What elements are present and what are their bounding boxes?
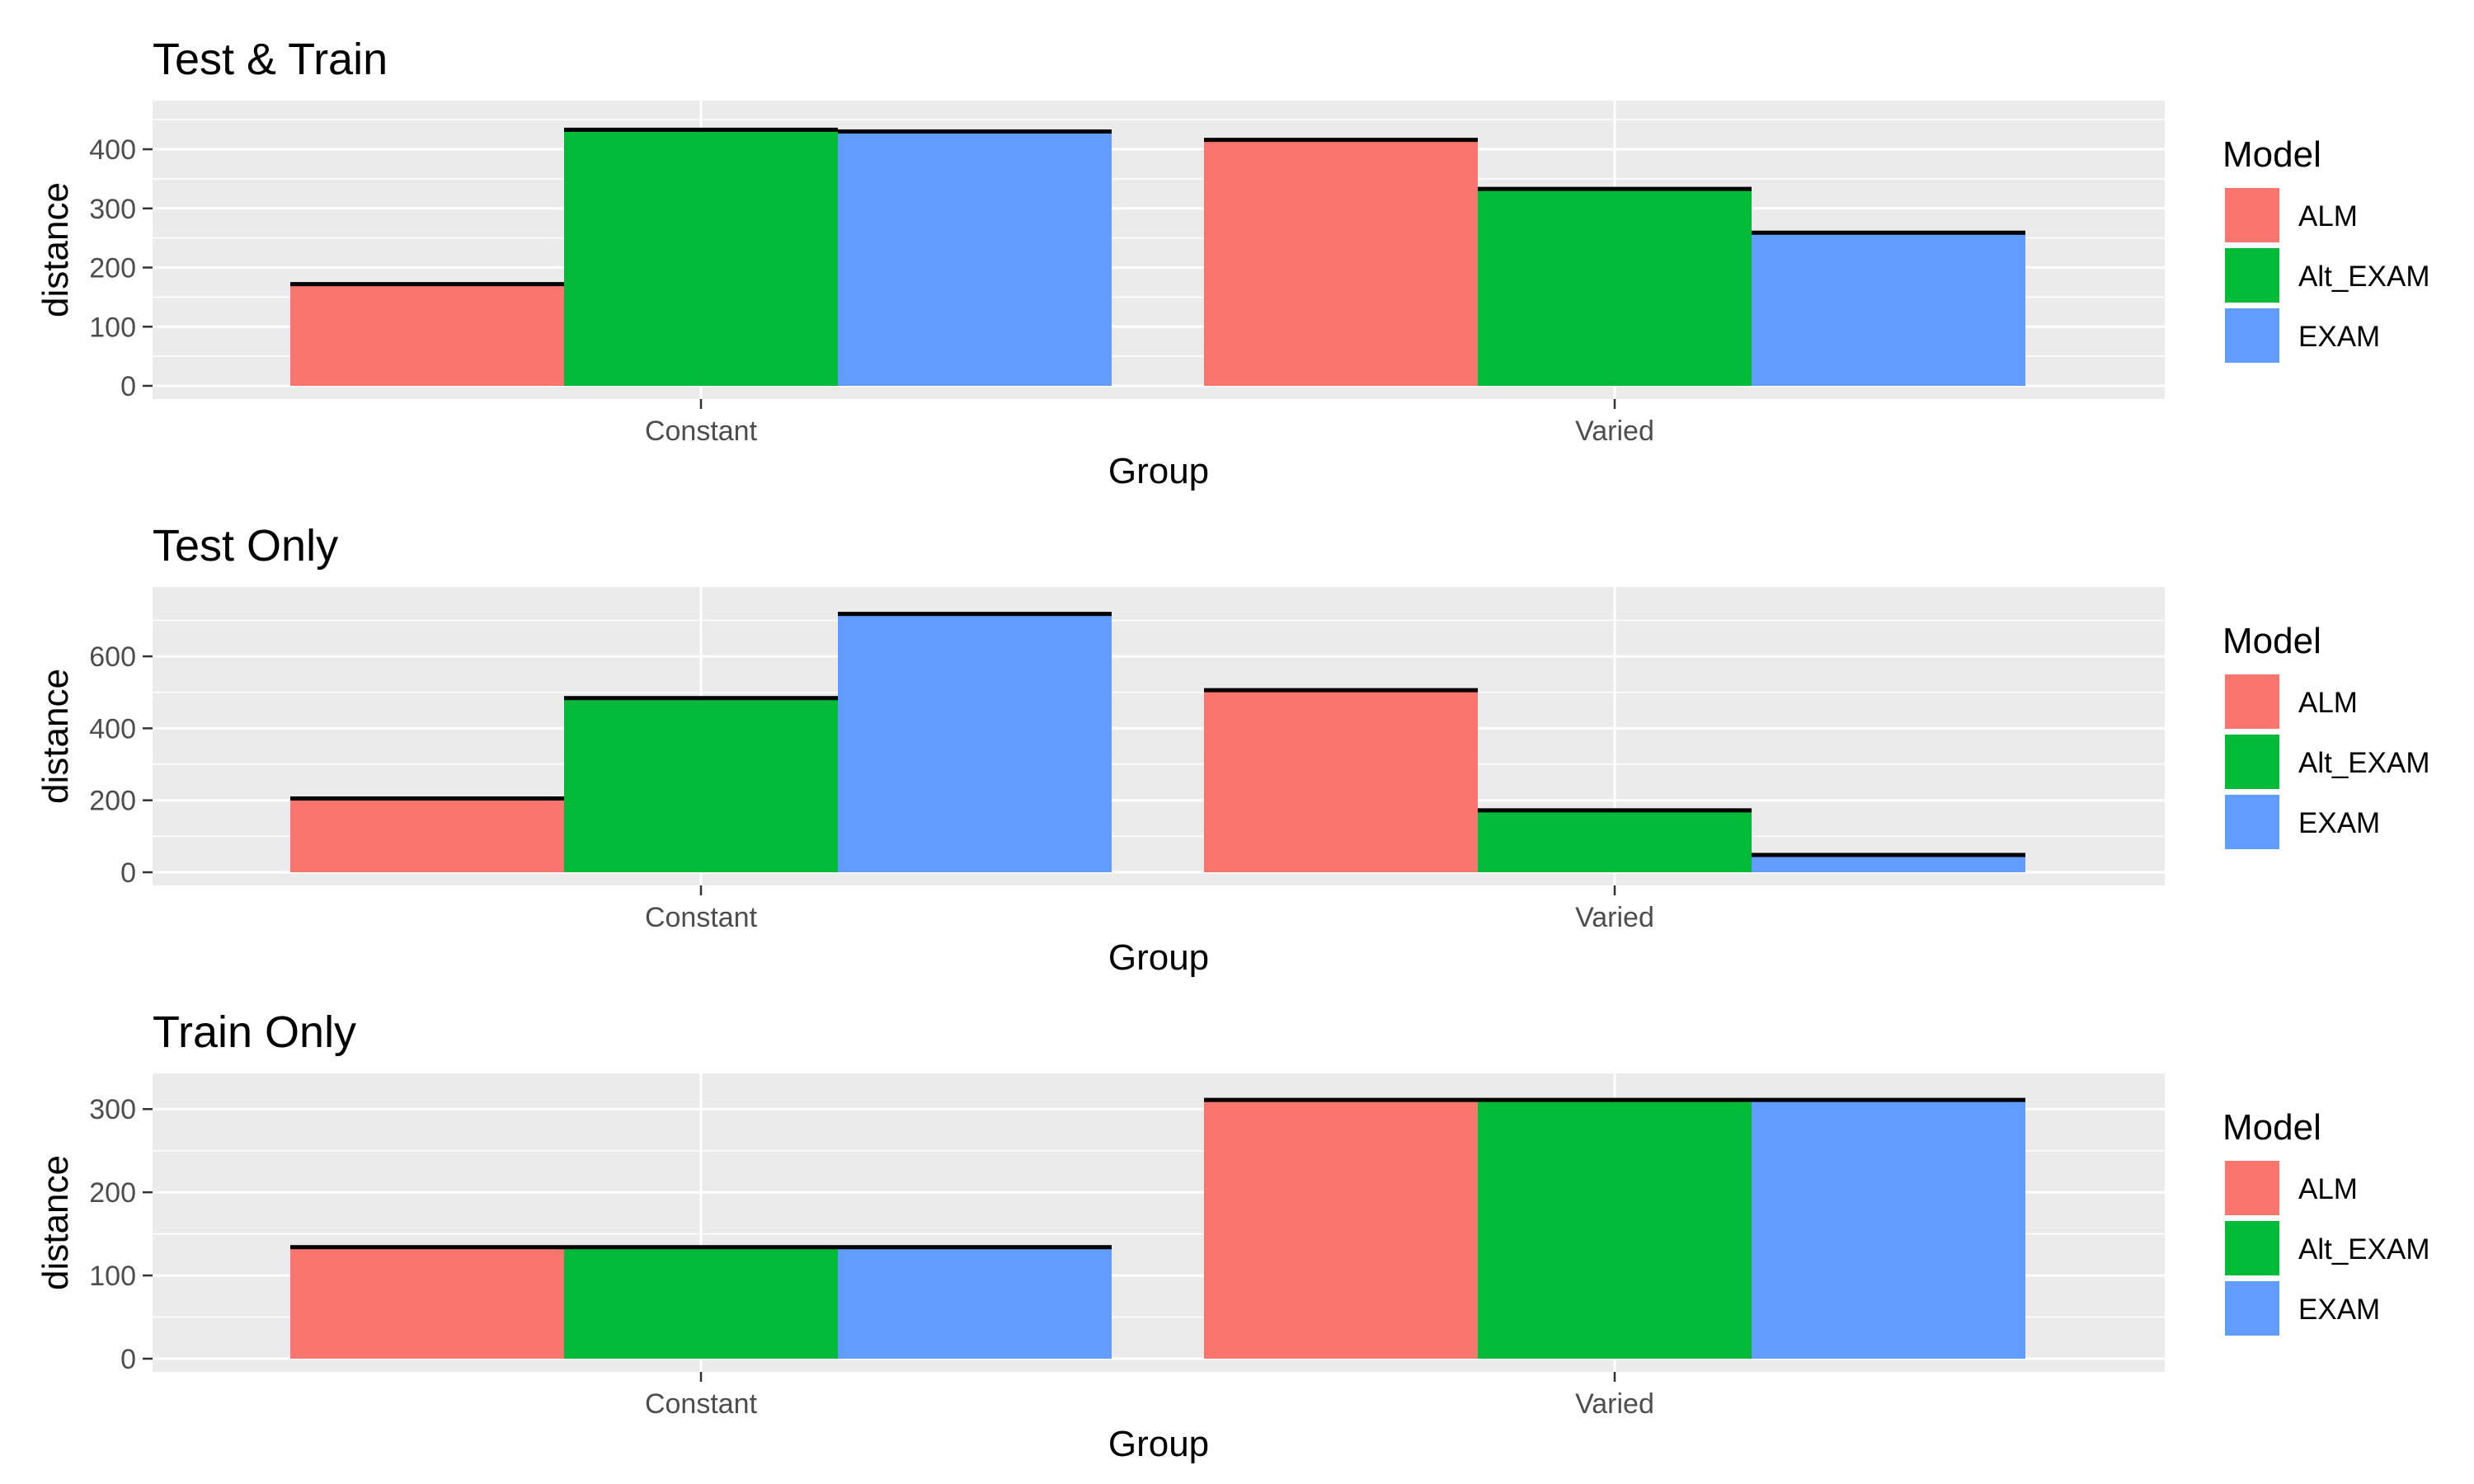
legend-key-exam — [2225, 795, 2279, 849]
y-tick-label: 100 — [89, 1261, 136, 1292]
x-tick-label: Varied — [1575, 902, 1654, 933]
y-tick-label: 400 — [89, 134, 136, 166]
legend-key-exam — [2225, 1281, 2279, 1336]
bar-alm-constant — [290, 284, 564, 386]
bar-exam-constant — [838, 131, 1112, 387]
x-tick-label: Constant — [645, 902, 758, 933]
legend-key-alm — [2225, 188, 2279, 242]
bar-alt-exam-constant — [564, 697, 838, 872]
y-tick-label: 100 — [89, 312, 136, 343]
x-tick-label: Varied — [1575, 1388, 1654, 1420]
legend-label: ALM — [2298, 1173, 2358, 1205]
legend-label: ALM — [2298, 687, 2358, 719]
legend-key-exam — [2225, 308, 2279, 363]
legend: Model ALM Alt_EXAM EXAM — [2222, 1107, 2430, 1336]
bar-exam-constant — [838, 1247, 1112, 1359]
chart-title: Test & Train — [153, 35, 388, 84]
legend-title: Model — [2222, 621, 2321, 661]
bar-alm-constant — [290, 1247, 564, 1359]
bar-exam-varied — [1752, 1100, 2025, 1359]
bar-alt-exam-constant — [564, 1247, 838, 1359]
x-tick-label: Constant — [645, 1388, 758, 1420]
legend: Model ALM Alt_EXAM EXAM — [2222, 134, 2430, 363]
x-axis-title: Group — [1108, 937, 1209, 978]
bar-alm-varied — [1204, 1100, 1478, 1359]
y-tick-label: 400 — [89, 713, 136, 744]
bar-exam-varied — [1752, 232, 2025, 386]
legend: Model ALM Alt_EXAM EXAM — [2222, 621, 2430, 849]
chart-panel-2: Test Only 0 200 400 600 Constant Varied Group di… — [35, 521, 2430, 978]
bar-alm-varied — [1204, 139, 1478, 386]
legend-key-alt-exam — [2225, 1221, 2279, 1275]
bar-alt-exam-varied — [1478, 189, 1752, 386]
legend-label: EXAM — [2298, 807, 2380, 839]
x-tick-label: Varied — [1575, 416, 1654, 447]
chart-panel-3: Train Only 0 100 200 300 Constant Varied Group d… — [35, 1007, 2430, 1464]
bar-alt-exam-constant — [564, 129, 838, 386]
y-tick-label: 200 — [89, 786, 136, 817]
bar-exam-constant — [838, 613, 1112, 872]
y-tick-label: 300 — [89, 194, 136, 225]
bar-alm-constant — [290, 798, 564, 872]
bar-alt-exam-varied — [1478, 1100, 1752, 1359]
legend-label: EXAM — [2298, 1294, 2380, 1326]
y-tick-label: 0 — [120, 1344, 136, 1375]
bar-exam-varied — [1752, 855, 2025, 872]
legend-title: Model — [2222, 1107, 2321, 1148]
y-tick-label: 300 — [89, 1094, 136, 1125]
legend-key-alm — [2225, 1161, 2279, 1215]
y-tick-label: 200 — [89, 253, 136, 284]
y-axis-title: distance — [35, 669, 76, 804]
legend-key-alt-exam — [2225, 735, 2279, 789]
legend-label: Alt_EXAM — [2298, 261, 2430, 293]
chart-title: Train Only — [153, 1007, 356, 1057]
legend-key-alt-exam — [2225, 248, 2279, 303]
x-axis-title: Group — [1108, 1424, 1209, 1464]
legend-label: ALM — [2298, 200, 2358, 232]
x-tick-label: Constant — [645, 416, 758, 447]
legend-title: Model — [2222, 134, 2321, 175]
x-axis-title: Group — [1108, 451, 1209, 491]
y-axis-title: distance — [35, 1155, 76, 1290]
chart-title: Test Only — [153, 521, 338, 571]
bar-alt-exam-varied — [1478, 810, 1752, 872]
y-tick-label: 0 — [120, 857, 136, 889]
legend-label: EXAM — [2298, 321, 2380, 353]
chart-panel-1: Test & Train 0 100 200 300 400 Constant Varied G… — [35, 35, 2430, 491]
bar-alm-varied — [1204, 690, 1478, 872]
y-axis-title: distance — [35, 182, 76, 317]
legend-key-alm — [2225, 674, 2279, 729]
y-tick-label: 600 — [89, 641, 136, 673]
legend-label: Alt_EXAM — [2298, 747, 2430, 779]
y-tick-label: 200 — [89, 1177, 136, 1209]
y-tick-label: 0 — [120, 371, 136, 402]
legend-label: Alt_EXAM — [2298, 1233, 2430, 1266]
